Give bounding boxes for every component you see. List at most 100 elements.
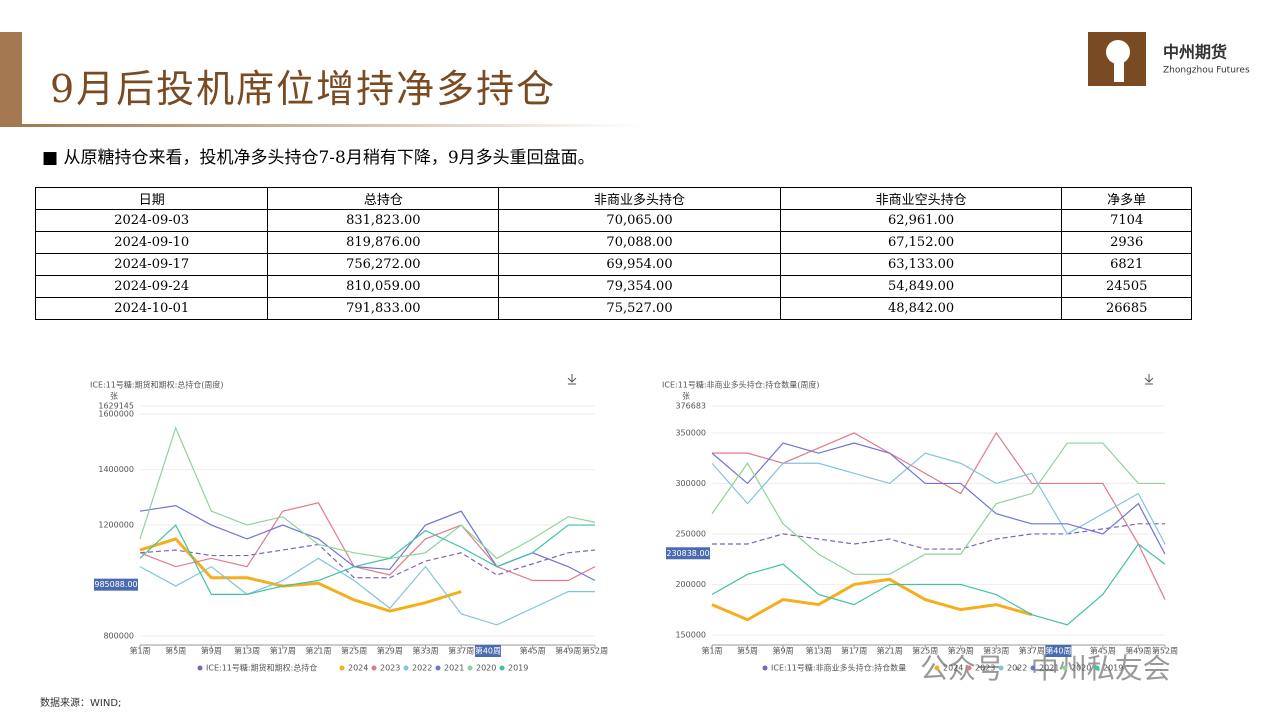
legend-dot	[966, 665, 972, 671]
header-rule	[22, 124, 642, 127]
download-icon	[567, 374, 1154, 385]
cell: 791,833.00	[267, 297, 500, 320]
x-tick-label: 第29周	[948, 646, 974, 656]
row: 2024-09-03 831,823.00 70,065.00 62,961.00 71…	[34, 209, 1192, 232]
x-marker	[474, 645, 501, 657]
title: 9月后投机席位增持净多持仓	[50, 67, 557, 111]
x-tick-label: 第9周	[201, 646, 222, 656]
series-line	[711, 452, 1166, 545]
series-line	[139, 537, 462, 613]
series-line	[711, 543, 1166, 626]
cell: 6821	[1061, 253, 1192, 276]
cell: 75,527.00	[498, 297, 781, 320]
y-tick-label: 150000	[675, 630, 706, 639]
logo-cn: 中州期货	[1163, 43, 1227, 62]
y-tick-label: 376683	[675, 402, 706, 411]
x-marker	[1045, 645, 1072, 657]
row: 2024-10-01 791,833.00 75,527.00 48,842.00 26…	[34, 297, 1192, 320]
x-tick-label: 第49周	[1125, 646, 1151, 656]
legend-label: 2023	[380, 664, 400, 673]
bullet-text: 从原糖持仓来看，投机净多头持仓7-8月稍有下降，9月多头重回盘面。	[63, 148, 595, 168]
cell: 2936	[1061, 231, 1192, 254]
y-tick-label: 1600000	[98, 410, 134, 419]
x-tick-label: 第29周	[377, 646, 403, 656]
legend-dot	[467, 665, 473, 671]
x-tick-label: 第37周	[1019, 646, 1045, 656]
legend-dot	[1062, 665, 1068, 671]
header-row: 日期 总持仓 非商业多头持仓 非商业空头持仓 净多单	[34, 187, 1192, 210]
legend-label: 2022	[1007, 664, 1027, 673]
series-line	[711, 442, 1165, 575]
x-tick-label: 第17周	[270, 646, 296, 656]
cell: 26685	[1061, 297, 1192, 320]
cell: 70,065.00	[498, 209, 781, 232]
table: 日期 总持仓 非商业多头持仓 非商业空头持仓 净多单 2024-09-03 831,823.…	[34, 187, 1192, 320]
y-tick-label: 300000	[675, 479, 706, 488]
x-tick-label: 第52周	[582, 646, 608, 656]
legend-label: 2019	[1103, 664, 1123, 673]
legend-dot	[197, 665, 203, 671]
legend-dot	[1030, 665, 1036, 671]
legend-label: 2020	[1071, 664, 1091, 673]
y-tick-label: 800000	[103, 632, 134, 641]
x-tick-label: 第1周	[129, 646, 150, 656]
series-line	[139, 524, 595, 595]
row: 2024-09-17 756,272.00 69,954.00 63,133.00 68…	[34, 253, 1192, 276]
legend-label: ICE:11号糖:非商业多头持仓:持仓数量	[771, 663, 906, 673]
legend-dot	[934, 665, 940, 671]
x-tick-label: 第37周	[448, 646, 474, 656]
series-line	[139, 502, 596, 582]
cell: 48,842.00	[779, 297, 1063, 320]
x-tick-label: 第17周	[841, 646, 867, 656]
series-line	[139, 426, 596, 560]
y-tick-label: 350000	[675, 428, 706, 437]
cell: 2024-10-01	[34, 297, 269, 320]
header-bar	[0, 32, 22, 127]
bullet: ■ 从原糖持仓来看，投机净多头持仓7-8月稍有下降，9月多头重回盘面。	[42, 148, 595, 168]
x-tick-label: 第5周	[165, 646, 186, 656]
logo-mark: 中州期货 Zhongzhou Futures	[1088, 32, 1250, 86]
y-tick-label: 1200000	[98, 521, 134, 530]
series-line	[711, 442, 1166, 555]
x-tick-label: 第52周	[1152, 646, 1178, 656]
series-line	[712, 523, 1165, 550]
series-line	[139, 557, 595, 626]
legend-label: 2023	[975, 664, 995, 673]
legend-dot	[403, 665, 409, 671]
x-tick-label: 第1周	[701, 646, 722, 656]
legend-label: 2021	[444, 664, 464, 673]
y-tick-label: 200000	[675, 580, 706, 589]
chart-title: ICE:11号糖:非商业多头持仓:持仓数量(周度)	[662, 380, 820, 390]
y-marker	[94, 578, 138, 591]
x-tick-label: 第45周	[1090, 646, 1116, 656]
x-marker-label: 第40周	[475, 646, 501, 656]
y-marker-label: 985088.00	[94, 580, 137, 589]
legend-dot	[762, 665, 768, 671]
legend-label: 2019	[508, 664, 528, 673]
logo-en: Zhongzhou Futures	[1163, 66, 1250, 76]
x-tick-label: 第21周	[305, 646, 331, 656]
series-line	[712, 431, 1166, 600]
x-tick-label: 第21周	[877, 646, 903, 656]
logo: 中州期货 Zhongzhou Futures	[1088, 30, 1268, 94]
x-tick-label: 第25周	[912, 646, 938, 656]
x-tick-label: 第45周	[519, 646, 545, 656]
legend-label: ICE:11号糖:期货和期权:总持仓	[206, 663, 317, 673]
legend-label: 2022	[412, 664, 432, 673]
source: 数据来源：WIND;	[40, 696, 121, 709]
unit: 张	[110, 392, 118, 401]
y-tick-label: 250000	[675, 529, 706, 538]
y-tick-label: 1629145	[98, 402, 134, 411]
x-tick-label: 第33周	[983, 646, 1009, 656]
x-tick-label: 第13周	[234, 646, 260, 656]
x-tick-label: 第5周	[737, 646, 758, 656]
y-marker	[666, 547, 710, 560]
unit: 张	[682, 392, 690, 401]
legend-dot	[1094, 665, 1100, 671]
series-line	[711, 577, 1033, 622]
chart-title: ICE:11号糖:期货和期权:总持仓(周度)	[90, 380, 224, 390]
legend-label: 2020	[476, 664, 496, 673]
x-marker-label: 第40周	[1045, 646, 1071, 656]
